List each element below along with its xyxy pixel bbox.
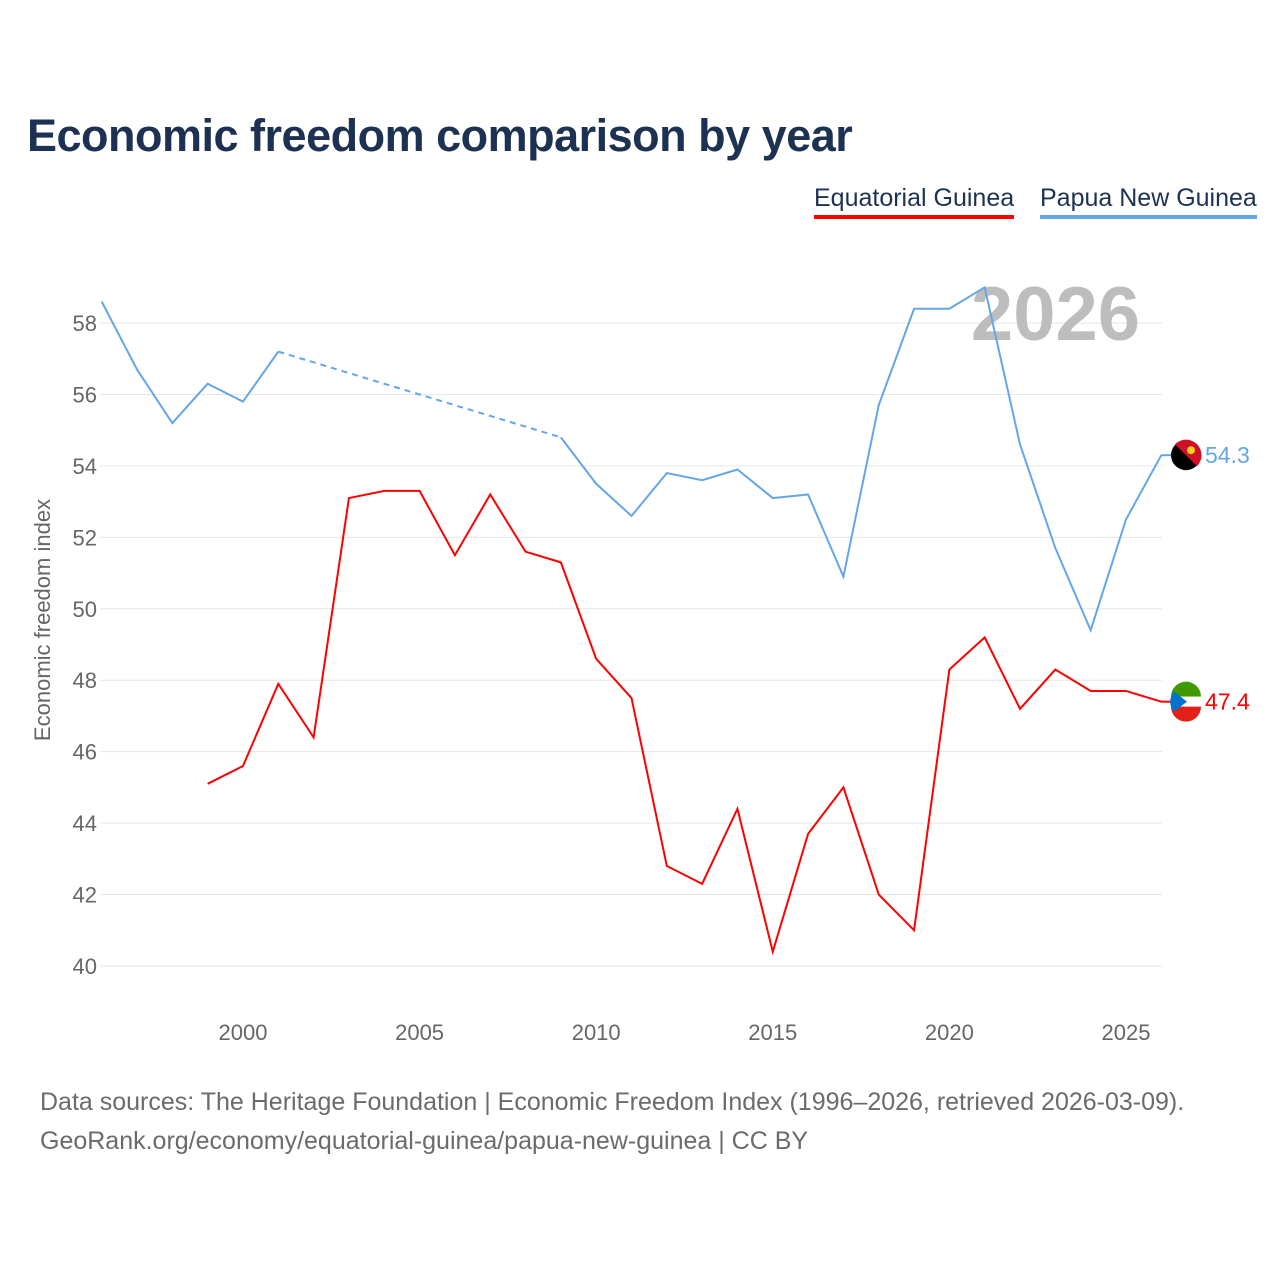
end-value-label: 54.3 [1205, 442, 1250, 468]
y-tick-label: 46 [73, 740, 97, 765]
y-tick-label: 52 [73, 525, 97, 550]
y-tick-label: 56 [73, 382, 97, 407]
source-line-1: Data sources: The Heritage Foundation | … [40, 1088, 1185, 1116]
series-line-papua-new-guinea [560, 285, 1163, 634]
series-gap-dashed [278, 350, 562, 439]
flag-equatorial-guinea-icon [1171, 681, 1201, 697]
end-value-label: 47.4 [1205, 689, 1250, 715]
series-line-equatorial-guinea [207, 489, 1162, 956]
flag-equatorial-guinea-icon [1170, 691, 1187, 712]
legend-equatorial-guinea[interactable]: Equatorial Guinea [814, 184, 1015, 219]
x-tick-label: 2015 [748, 1020, 797, 1045]
x-tick-label: 2005 [395, 1020, 444, 1045]
flag-papua-new-guinea-icon [1187, 446, 1195, 455]
year-watermark: 2026 [971, 272, 1140, 357]
x-tick-label: 2000 [219, 1020, 268, 1045]
y-tick-label: 42 [73, 883, 97, 908]
y-tick-label: 48 [73, 668, 97, 693]
y-tick-label: 58 [73, 311, 97, 336]
legend-papua-new-guinea[interactable]: Papua New Guinea [1040, 184, 1257, 219]
y-tick-label: 44 [73, 811, 97, 836]
y-tick-label: 54 [73, 454, 97, 479]
y-tick-label: 50 [73, 597, 97, 622]
y-tick-label: 40 [73, 954, 97, 979]
chart-title: Economic freedom comparison by year [27, 110, 853, 161]
series-line-papua-new-guinea [100, 301, 280, 425]
x-tick-label: 2010 [572, 1020, 621, 1045]
source-line-2: GeoRank.org/economy/equatorial-guinea/pa… [40, 1127, 809, 1155]
y-axis-label: Economic freedom index [30, 499, 55, 741]
flag-equatorial-guinea-icon [1171, 706, 1201, 722]
x-tick-label: 2020 [925, 1020, 974, 1045]
x-tick-label: 2025 [1102, 1020, 1151, 1045]
